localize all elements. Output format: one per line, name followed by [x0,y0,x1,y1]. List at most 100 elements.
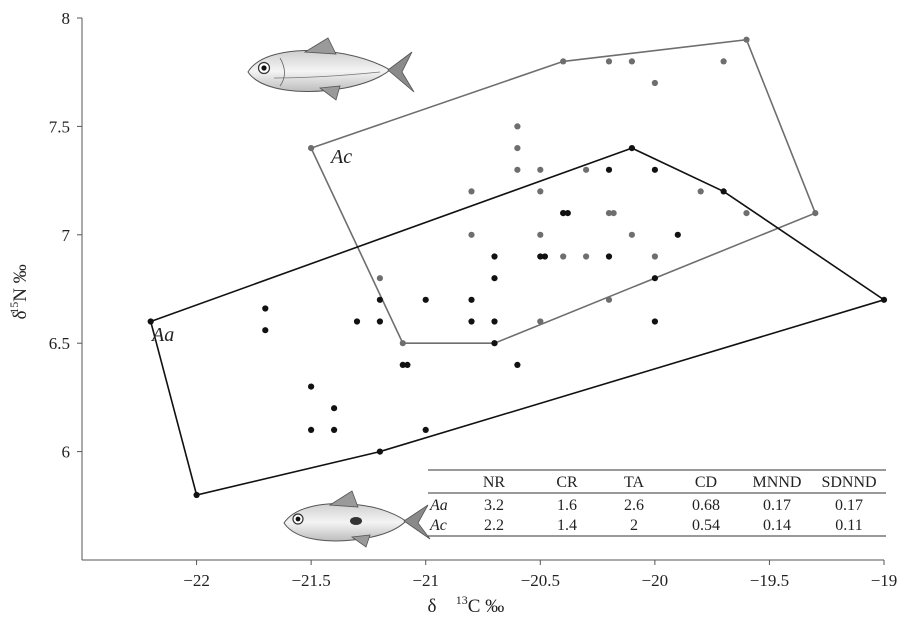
data-point-aa [422,426,429,433]
data-point-aa [491,318,498,325]
data-point-aa [605,166,613,173]
data-point-ac [468,188,475,195]
x-tick-label: −19.5 [750,571,789,590]
y-tick-label: 7.5 [49,117,70,136]
table-row: Aa 3.2 1.6 2.6 0.68 0.17 0.17 [429,497,863,514]
table-cell: 2.6 [624,497,644,514]
data-point-ac [514,123,521,130]
table-header-cell: NR [483,474,506,491]
data-point-aa [605,253,613,260]
table-cell: 0.11 [835,517,862,534]
data-point-aa [147,318,154,325]
data-point-ac [697,188,704,195]
data-point-aa [651,275,659,282]
data-point-ac [628,58,636,65]
hull-ac [309,38,817,345]
y-axis-title-prefix: δ [10,310,31,319]
data-point-ac [376,275,383,282]
data-point-aa [376,296,383,303]
x-tick-label: −20.5 [521,571,560,590]
data-point-ac [743,210,750,217]
data-point-aa [353,318,361,325]
table-header-cell: TA [624,474,644,491]
data-point-aa [376,448,383,455]
data-point-aa [564,210,571,217]
data-point-ac [651,79,659,87]
y-tick-label: 8 [62,9,71,28]
data-point-aa [491,253,498,260]
data-point-aa [491,275,498,282]
x-tick-label: −20 [642,571,669,590]
table-header-cell: CR [556,474,578,491]
data-point-aa [376,318,383,325]
data-point-ac [628,231,636,238]
table-row: Ac 2.2 1.4 2 0.54 0.14 0.11 [429,517,863,534]
y-tick-label: 6.5 [49,334,70,353]
data-point-ac [651,253,659,260]
data-point-aa [308,383,315,390]
data-point-ac [514,145,521,152]
data-point-aa [399,361,406,368]
data-point-ac [605,210,613,217]
data-point-ac [308,145,315,152]
table-header-cell: SDNND [821,474,876,491]
data-point-aa [541,253,549,260]
x-ticks: −22 −21.5 −21 −20.5 −20 −19.5 −19 [183,560,897,590]
data-point-ac [514,166,521,173]
data-point-aa [193,491,200,499]
data-point-aa [491,340,498,347]
points-ac [308,36,819,347]
table-header-row: NR CR TA CD MNND SDNND [483,474,877,491]
data-point-ac [399,340,406,347]
data-point-ac [605,58,613,65]
data-point-ac [560,253,567,260]
y-tick-label: 7 [62,226,71,245]
hull-label-ac: Ac [329,146,352,168]
table-cell: 0.17 [763,497,791,514]
x-tick-label: −22 [183,571,210,590]
data-point-ac [610,210,617,217]
data-point-aa [331,426,338,433]
fish-icon [283,490,431,548]
data-point-ac [537,166,544,173]
table-cell: 1.4 [557,517,577,534]
data-point-ac [468,231,475,238]
data-point-ac [583,166,590,173]
table-cell: 0.17 [835,497,863,514]
data-point-ac [583,253,590,260]
x-tick-label: −19 [871,571,898,590]
data-point-aa [262,305,269,312]
points-aa [147,145,888,499]
data-point-aa [468,296,475,303]
data-point-ac [537,188,544,195]
data-point-ac [560,58,567,65]
y-axis-title: 15N ‰ [7,264,31,313]
table-row-label: Ac [429,517,447,534]
table-cell: 0.68 [692,497,720,514]
data-point-aa [651,166,659,173]
data-point-aa [514,361,521,368]
table-header-cell: CD [695,474,717,491]
x-tick-label: −21 [412,571,439,590]
data-point-aa [651,318,659,325]
axes: −22 −21.5 −21 −20.5 −20 −19.5 −19 6 6.5 7 7.5 8 [49,9,898,590]
data-point-aa [628,145,636,152]
data-point-aa [720,188,727,195]
table-cell: 3.2 [484,497,504,514]
data-point-ac [537,318,544,325]
data-point-ac [812,210,819,217]
convex-hull-ac [309,38,817,345]
y-tick-label: 6 [62,443,71,462]
data-point-ac [720,58,727,65]
hull-aa [149,147,886,496]
table-cell: 2 [630,517,638,534]
data-point-aa [404,361,411,368]
data-point-ac [537,231,544,238]
x-axis-title: 13C ‰ [456,593,504,617]
data-point-aa [331,405,338,412]
data-point-ac [605,296,613,303]
data-point-aa [308,426,315,433]
hull-label-aa: Aa [150,324,174,346]
y-ticks: 6 6.5 7 7.5 8 [49,9,82,462]
data-point-ac [743,36,750,43]
